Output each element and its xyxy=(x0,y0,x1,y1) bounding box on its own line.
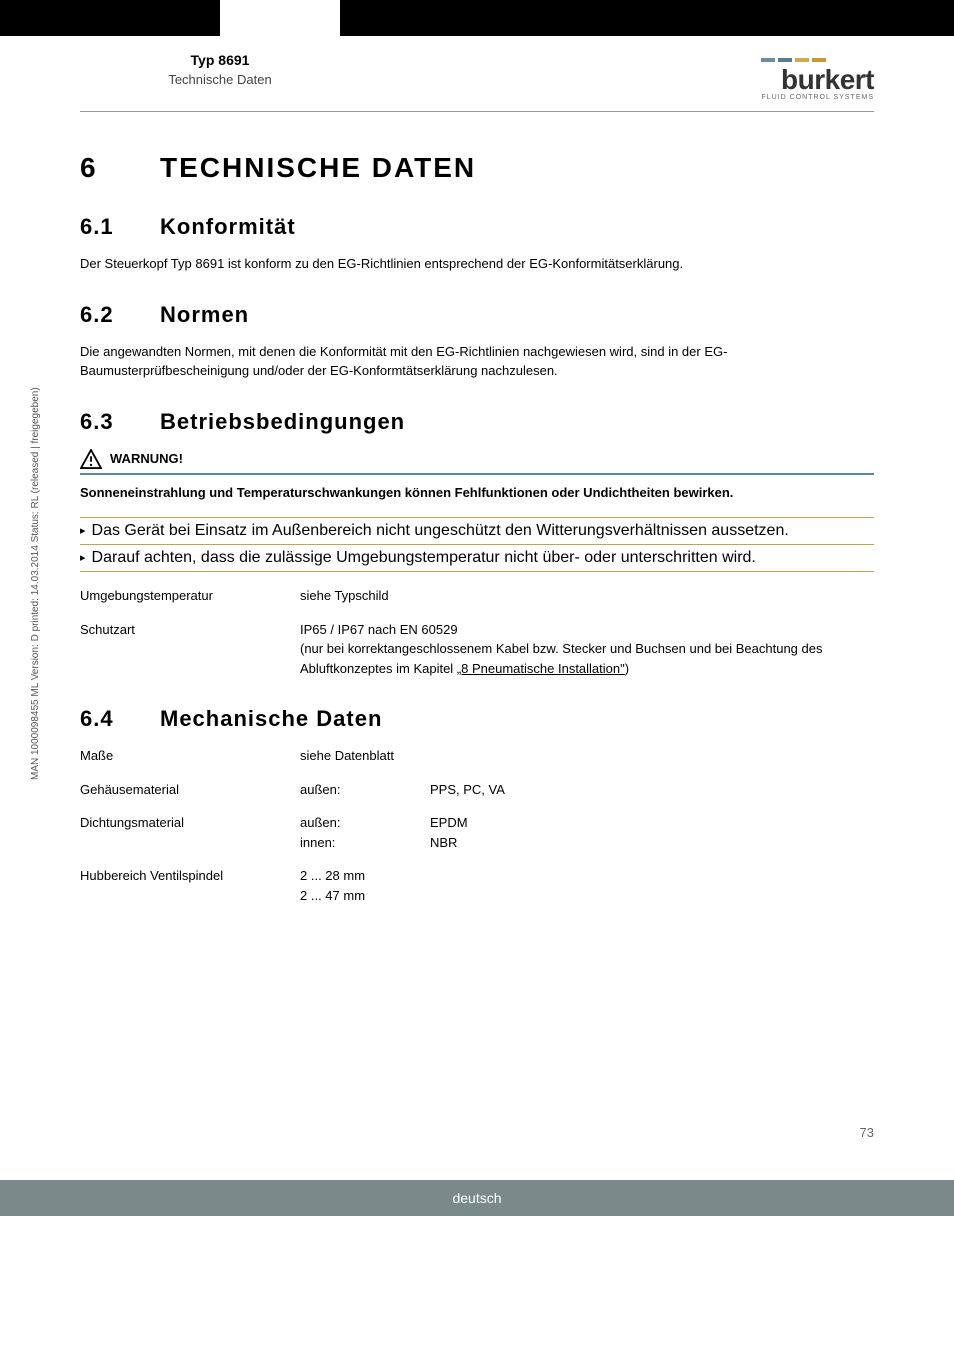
header-left: Typ 8691 Technische Daten xyxy=(80,52,360,87)
section-heading: 6TECHNISCHE DATEN xyxy=(80,152,874,184)
logo-subtext: FLUID CONTROL SYSTEMS xyxy=(761,94,874,101)
spec-sub-label: siehe Datenblatt xyxy=(300,746,430,766)
bullet-text: Darauf achten, dass die zulässige Umgebu… xyxy=(92,549,756,567)
spec-value: außen:PPS, PC, VA xyxy=(300,780,874,800)
spec-sub-value: EPDM NBR xyxy=(430,813,468,852)
bullet-text: Das Gerät bei Einsatz im Außenbereich ni… xyxy=(92,522,789,540)
spec-label: Schutzart xyxy=(80,620,300,679)
subsection-title: Mechanische Daten xyxy=(160,706,382,731)
page-number: 73 xyxy=(0,1125,954,1140)
subsection-6-3: 6.3Betriebsbedingungen xyxy=(80,409,874,435)
spec-row: Schutzart IP65 / IP67 nach EN 60529 (nur… xyxy=(80,620,874,679)
footer-language: deutsch xyxy=(0,1180,954,1216)
bullet-marker-icon: ▸ xyxy=(80,551,86,564)
section-num: 6 xyxy=(80,152,160,184)
spec-label: Umgebungstemperatur xyxy=(80,586,300,606)
warning-box: WARNUNG! Sonneneinstrahlung und Temperat… xyxy=(80,449,874,573)
logo-bar xyxy=(778,58,792,62)
spec-label: Dichtungsmaterial xyxy=(80,813,300,852)
subsection-num: 6.3 xyxy=(80,409,160,435)
doc-type: Typ 8691 xyxy=(80,52,360,68)
mechanical-data-rows: Maßesiehe DatenblattGehäusematerialaußen… xyxy=(80,746,874,905)
subsection-6-2: 6.2Normen xyxy=(80,302,874,328)
subsection-title: Konformität xyxy=(160,214,296,239)
top-bar-inset xyxy=(220,0,340,36)
warning-triangle-icon xyxy=(80,449,102,469)
subsection-6-4: 6.4Mechanische Daten xyxy=(80,706,874,732)
spec-label: Maße xyxy=(80,746,300,766)
spec-row: Dichtungsmaterialaußen: innen:EPDM NBR xyxy=(80,813,874,852)
page-header: Typ 8691 Technische Daten burkert FLUID … xyxy=(0,36,954,111)
spec-row: Umgebungstemperatur siehe Typschild xyxy=(80,586,874,606)
subsection-title: Normen xyxy=(160,302,249,327)
spec-row: Hubbereich Ventilspindel2 ... 28 mm 2 ..… xyxy=(80,866,874,905)
logo: burkert FLUID CONTROL SYSTEMS xyxy=(761,52,874,101)
warning-bullet: ▸ Darauf achten, dass die zulässige Umge… xyxy=(80,545,874,572)
spec-sub-label: außen: innen: xyxy=(300,813,430,852)
subsection-title: Betriebsbedingungen xyxy=(160,409,405,434)
spec-row: Gehäusematerialaußen:PPS, PC, VA xyxy=(80,780,874,800)
spec-sub-label: 2 ... 28 mm 2 ... 47 mm xyxy=(300,866,430,905)
content: 6TECHNISCHE DATEN 6.1Konformität Der Ste… xyxy=(0,152,954,905)
header-rule xyxy=(80,111,874,112)
body-text: Der Steuerkopf Typ 8691 ist konform zu d… xyxy=(80,254,874,274)
spec-value-line: (nur bei korrektangeschlossenem Kabel bz… xyxy=(300,639,874,678)
subsection-num: 6.4 xyxy=(80,706,160,732)
warning-bullet: ▸ Das Gerät bei Einsatz im Außenbereich … xyxy=(80,518,874,545)
spec-value: außen: innen:EPDM NBR xyxy=(300,813,874,852)
warning-bold: Sonneneinstrahlung und Temperaturschwank… xyxy=(80,483,874,504)
logo-text: burkert xyxy=(761,64,874,96)
spec-value: siehe Typschild xyxy=(300,586,874,606)
spec-value: IP65 / IP67 nach EN 60529 (nur bei korre… xyxy=(300,620,874,679)
cross-ref-link[interactable]: „8 Pneumatische Installation" xyxy=(457,661,625,676)
logo-bar xyxy=(795,58,809,62)
spec-label: Hubbereich Ventilspindel xyxy=(80,866,300,905)
section-title: TECHNISCHE DATEN xyxy=(160,152,476,183)
body-text: Die angewandten Normen, mit denen die Ko… xyxy=(80,342,874,381)
spec-value-line: IP65 / IP67 nach EN 60529 xyxy=(300,620,874,640)
side-meta-text: MAN 1000098455 ML Version: D printed: 14… xyxy=(30,387,41,780)
doc-section: Technische Daten xyxy=(80,72,360,87)
spec-sub-label: außen: xyxy=(300,780,430,800)
subsection-num: 6.2 xyxy=(80,302,160,328)
spec-row: Maßesiehe Datenblatt xyxy=(80,746,874,766)
logo-bar xyxy=(761,58,775,62)
subsection-6-1: 6.1Konformität xyxy=(80,214,874,240)
warning-body: Sonneneinstrahlung und Temperaturschwank… xyxy=(80,483,874,519)
logo-bar xyxy=(812,58,826,62)
spec-text: ) xyxy=(625,661,629,676)
spec-label: Gehäusematerial xyxy=(80,780,300,800)
subsection-num: 6.1 xyxy=(80,214,160,240)
spec-value: siehe Datenblatt xyxy=(300,746,874,766)
spec-sub-value: PPS, PC, VA xyxy=(430,780,505,800)
warning-header: WARNUNG! xyxy=(80,449,874,475)
spec-value: 2 ... 28 mm 2 ... 47 mm xyxy=(300,866,874,905)
logo-bars xyxy=(761,58,874,62)
warning-label: WARNUNG! xyxy=(110,451,183,466)
top-bar xyxy=(0,0,954,36)
bullet-marker-icon: ▸ xyxy=(80,524,86,537)
